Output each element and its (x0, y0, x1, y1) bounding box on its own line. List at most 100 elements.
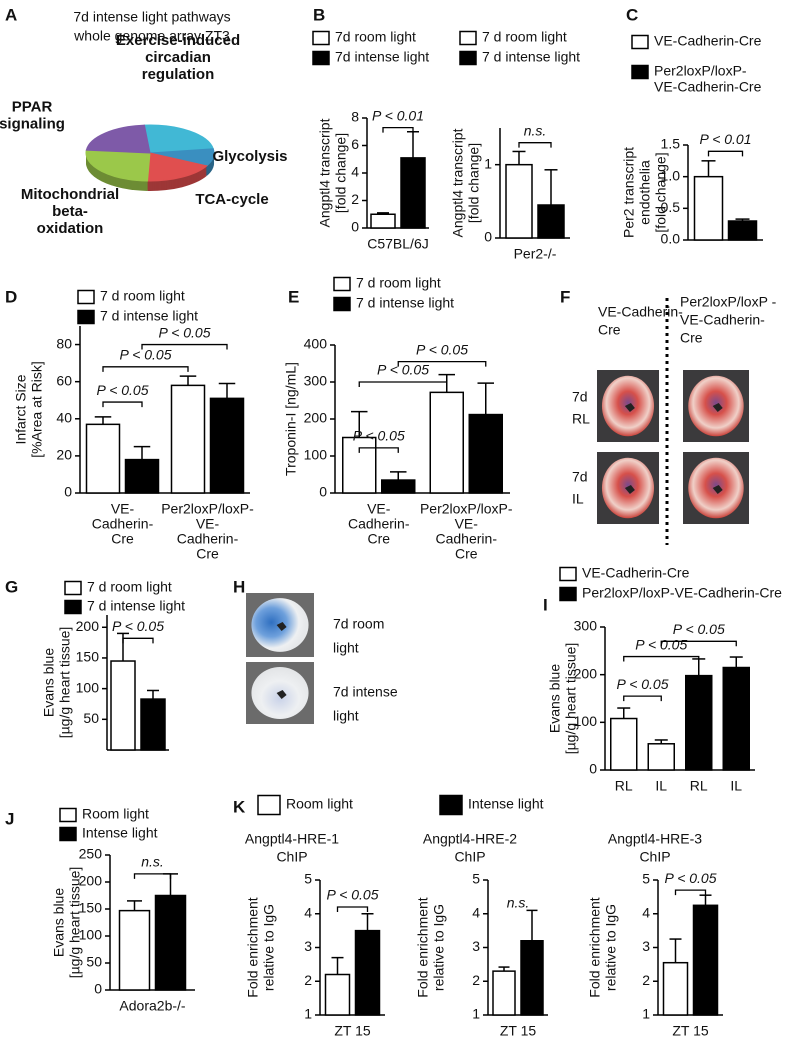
significance-bracket (358, 447, 399, 453)
bar (85, 423, 121, 494)
bar (170, 384, 206, 494)
y-tick-label: 20 (56, 447, 72, 463)
y-tick-label: 2 (472, 972, 480, 988)
y-tick-label: 1 (642, 1006, 650, 1022)
chart-title: ChIP (454, 849, 485, 865)
slice-label: signaling (0, 115, 65, 132)
y-tick-label: 1 (484, 155, 492, 171)
y-tick-label: 80 (56, 335, 72, 351)
slice-label: circadian (145, 49, 211, 66)
heart-lumen (712, 403, 723, 412)
y-tick-label: 5 (472, 871, 480, 887)
x-tick-label: IL (655, 778, 667, 794)
row-label: 7d (572, 389, 588, 405)
x-tick-label: Cadherin- (177, 531, 239, 547)
legend-swatch (459, 50, 477, 66)
chart-title: Angptl4-HRE-2 (423, 831, 517, 847)
heart-lumen (624, 403, 635, 412)
legend-label: 7 d room light (482, 29, 567, 45)
bar (342, 436, 377, 494)
y-tick-label: 200 (304, 410, 328, 426)
y-tick-label: 300 (574, 618, 598, 634)
slice-label: oxidation (37, 220, 104, 237)
y-axis-label: endothelia (637, 160, 653, 225)
y-axis-label: [%Area at Risk] (29, 361, 45, 457)
bar (647, 743, 675, 771)
annotation: P < 0.05 (664, 870, 716, 886)
y-tick-label: 0 (589, 761, 597, 777)
y-tick-label: 1 (304, 1006, 312, 1022)
bar (429, 391, 464, 494)
legend-label: 7 d intense light (87, 598, 185, 614)
pie-slice (85, 124, 151, 154)
annotation: P < 0.05 (326, 887, 378, 903)
y-axis-label: Troponin-I [ng/mL] (283, 362, 299, 476)
x-tick-label: Per2loxP/loxP- (161, 501, 254, 517)
significance-bracket (122, 637, 154, 644)
panel-letter: F (560, 287, 570, 306)
significance-bracket (623, 655, 700, 662)
bar (722, 666, 750, 771)
x-tick-label: RL (615, 778, 633, 794)
y-axis-label: Infarct Size (13, 374, 29, 444)
y-axis-label: [fold change] (653, 152, 669, 232)
legend-label: 7 d room light (100, 288, 185, 304)
annotation: n.s. (524, 122, 547, 138)
x-tick-label: IL (730, 778, 742, 794)
y-tick-label: 200 (76, 618, 100, 634)
legend-label: Intense light (468, 796, 544, 812)
pie-slice (143, 124, 214, 154)
annotation: P < 0.05 (673, 621, 725, 637)
y-tick-label: 4 (351, 164, 359, 180)
annotation: P < 0.01 (372, 107, 424, 123)
significance-bracket (674, 889, 707, 896)
annotation: P < 0.05 (616, 676, 668, 692)
y-axis-label: [µg/g heart tissue] (57, 627, 73, 739)
y-axis-label: Per2 transcript (621, 147, 637, 238)
annotation: P < 0.05 (96, 382, 148, 398)
y-axis-label: [µg/g heart tissue] (67, 867, 83, 979)
x-tick-label: VE- (455, 516, 479, 532)
bar (140, 698, 166, 751)
x-tick-label: Cre (367, 531, 390, 547)
panel-letter: E (288, 287, 299, 306)
legend-label: Per2loxP/loxP-VE-Cadherin-Cre (582, 585, 782, 601)
annotation: P < 0.01 (699, 131, 751, 147)
bar (110, 660, 136, 751)
row-label: IL (572, 491, 584, 507)
y-tick-label: 0 (319, 484, 327, 500)
x-tick-label: Cadherin- (436, 531, 498, 547)
column-label: Cre (680, 330, 703, 346)
significance-bracket (518, 142, 552, 148)
annotation: P < 0.05 (158, 324, 210, 340)
y-axis-label: Fold enrichment (415, 897, 431, 997)
significance-bracket (707, 150, 744, 157)
bar (685, 674, 713, 771)
y-tick-label: 5 (304, 871, 312, 887)
y-tick-label: 400 (304, 336, 328, 352)
slice-label: regulation (142, 66, 215, 83)
x-tick-label: VE- (111, 501, 135, 517)
bar (727, 220, 758, 241)
bar (324, 973, 351, 1016)
y-axis-label: Angptl4 transcript (317, 118, 333, 227)
legend-swatch (77, 289, 95, 305)
y-axis-label: Evans blue (51, 888, 67, 957)
panel-letter: A (5, 5, 17, 24)
heart-lumen (276, 690, 287, 699)
legend-swatch (312, 30, 330, 46)
legend-swatch (64, 599, 82, 615)
legend-swatch (631, 64, 649, 80)
legend-label: 7 d room light (87, 579, 172, 595)
panel-letter: J (5, 809, 14, 828)
chart-title: ChIP (639, 849, 670, 865)
slice-label: Exercise-induced (116, 32, 240, 49)
slice-label: Glycolysis (212, 148, 287, 165)
x-tick-label: Cre (111, 531, 134, 547)
chart-title: Angptl4-HRE-1 (245, 831, 339, 847)
photo-label: 7d intense (333, 684, 398, 700)
legend-swatch (559, 586, 577, 602)
panel-letter: G (5, 577, 18, 596)
legend-label: VE-Cadherin-Cre (654, 33, 762, 49)
y-tick-label: 3 (472, 938, 480, 954)
